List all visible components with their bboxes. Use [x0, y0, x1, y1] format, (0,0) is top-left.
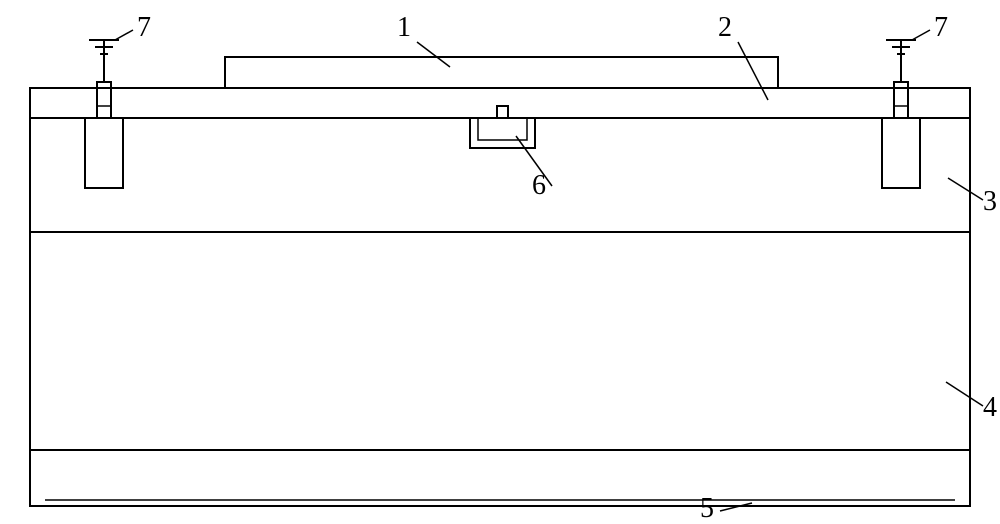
label-2: 2 — [718, 12, 732, 43]
label-6: 6 — [532, 170, 546, 201]
label-5: 5 — [700, 493, 714, 524]
schematic-diagram: 1 2 3 4 5 6 7 7 — [0, 0, 1000, 524]
label-7: 7 — [934, 12, 948, 43]
label-4: 4 — [983, 392, 997, 423]
label-1: 1 — [397, 12, 411, 43]
label-3: 3 — [983, 186, 997, 217]
label-7: 7 — [137, 12, 151, 43]
